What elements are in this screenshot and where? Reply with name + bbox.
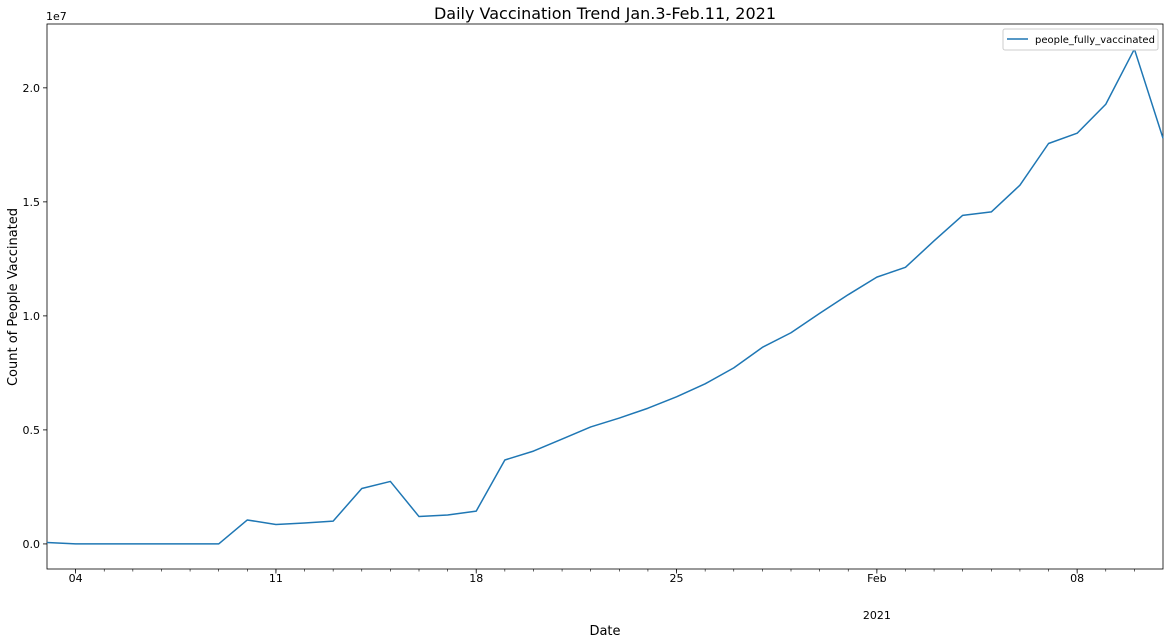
legend: people_fully_vaccinated xyxy=(1002,28,1159,51)
x-tick-sublabel: 2021 xyxy=(863,609,891,622)
y-axis: 0.0 0.5 1.0 1.5 2.0 xyxy=(23,82,47,551)
x-tick-label: 04 xyxy=(69,572,83,585)
y-tick-label: 0.5 xyxy=(23,424,41,437)
series-line xyxy=(46,48,1164,545)
chart-title: Daily Vaccination Trend Jan.3-Feb.11, 20… xyxy=(434,4,776,23)
x-axis: 04 11 18 25 Feb 08 2021 xyxy=(69,569,1135,622)
x-tick-label: 08 xyxy=(1070,572,1084,585)
y-offset-label: 1e7 xyxy=(46,10,67,23)
legend-label: people_fully_vaccinated xyxy=(1035,35,1155,46)
plot-area xyxy=(46,23,1164,570)
y-tick-label: 1.5 xyxy=(23,196,41,209)
x-tick-label: 25 xyxy=(670,572,684,585)
series-layer xyxy=(46,48,1164,545)
x-axis-label: Date xyxy=(589,624,620,639)
y-tick-label: 2.0 xyxy=(23,82,41,95)
x-tick-label: Feb xyxy=(867,572,886,585)
y-axis-label: Count of People Vaccinated xyxy=(6,208,21,386)
y-tick-label: 0.0 xyxy=(23,538,41,551)
x-tick-label: 11 xyxy=(269,572,283,585)
x-tick-label: 18 xyxy=(469,572,483,585)
y-tick-label: 1.0 xyxy=(23,310,41,323)
legend-box xyxy=(1002,28,1159,51)
